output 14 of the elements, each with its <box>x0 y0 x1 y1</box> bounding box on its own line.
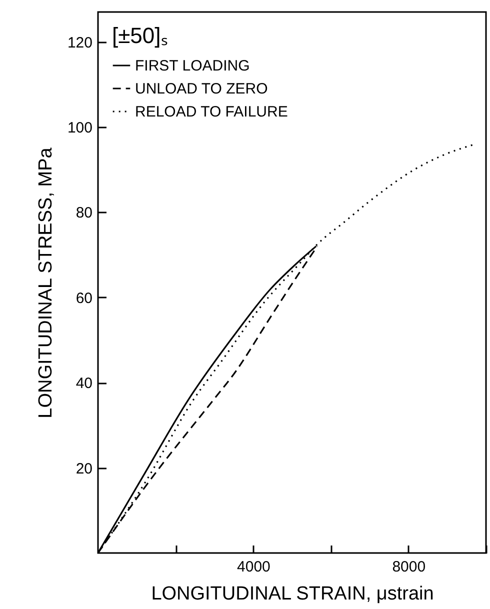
y-axis-title: LONGITUDINAL STRESS, MPa <box>35 147 56 418</box>
y-tick-label: 20 <box>76 460 92 478</box>
legend-label: UNLOAD TO ZERO <box>135 80 268 98</box>
legend-label: FIRST LOADING <box>135 58 250 74</box>
y-tick-label: 80 <box>76 204 92 222</box>
legend-label: RELOAD TO FAILURE <box>135 104 288 120</box>
x-tick-label: 4000 <box>237 558 270 576</box>
y-tick-label: 60 <box>76 290 92 307</box>
x-axis-title: LONGITUDINAL STRAIN, μstrain <box>151 584 434 604</box>
x-tick-label: 8000 <box>392 558 426 576</box>
y-tick-label: 120 <box>67 34 92 52</box>
y-tick-label: 100 <box>67 120 92 137</box>
legend-title: [±50]ₛ <box>112 23 168 48</box>
y-tick-label: 40 <box>76 375 92 392</box>
